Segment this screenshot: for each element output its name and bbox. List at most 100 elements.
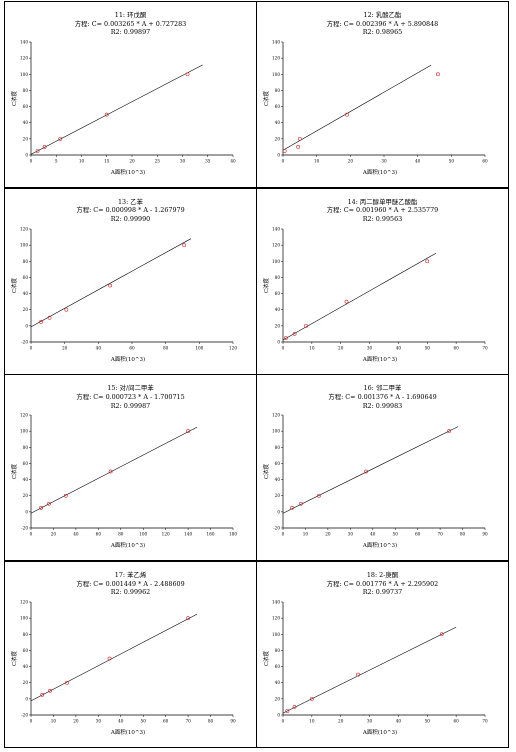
data-point bbox=[447, 429, 451, 434]
chart-title: 12: 乳酸乙酯 bbox=[363, 11, 402, 19]
y-tick-label: 20 bbox=[275, 696, 281, 701]
y-tick-label: 100 bbox=[20, 429, 28, 434]
chart-r2: R2: 0.99563 bbox=[362, 214, 403, 223]
chart-svg: 0 20 40 60 80 100 120 140 160 180-200204060801001… bbox=[10, 413, 237, 550]
data-point bbox=[296, 145, 301, 149]
x-tick-label: 10 bbox=[303, 532, 309, 537]
chart-title: 14: 丙二醇单甲醚乙酸酯 bbox=[347, 197, 418, 206]
data-point bbox=[435, 72, 440, 77]
data-point bbox=[292, 331, 297, 336]
x-tick-label: 30 bbox=[367, 719, 373, 724]
y-tick-label: 80 bbox=[275, 88, 281, 93]
chart-svg: 0 5 10 15 20 25 30 35 40 0 20 40 60 80 100 120 140 A面积(10… bbox=[10, 40, 236, 177]
y-axis-label: C浓度 bbox=[262, 464, 270, 480]
data-point bbox=[42, 145, 47, 149]
y-tick-label: 0 bbox=[25, 153, 28, 158]
y-tick-label: 20 bbox=[23, 494, 29, 499]
data-point bbox=[309, 697, 314, 701]
x-tick-label: 10 bbox=[309, 719, 315, 724]
fit-line bbox=[30, 427, 198, 514]
x-tick-label: 40 bbox=[370, 532, 376, 537]
y-tick-label: 140 bbox=[20, 40, 28, 45]
y-tick-label: 100 bbox=[272, 632, 280, 637]
data-point bbox=[47, 502, 51, 507]
y-tick-label: 20 bbox=[23, 307, 29, 312]
chart-panel-1: 11: 环戊酮 方程: C= 0.003265 * A + 0.727283 R2:… bbox=[4, 1, 257, 188]
chart-panel-5: 15: 对/间二甲苯 方程: C= 0.000723 * A - 1.700715… bbox=[4, 374, 257, 562]
data-point bbox=[185, 72, 190, 77]
x-tick-label: 20 bbox=[62, 345, 68, 350]
chart-panel-8: 18: 2-庚酮 方程: C= 0.001776 * A + 2.295902 R2… bbox=[256, 561, 509, 749]
y-axis-label: C浓度 bbox=[10, 464, 18, 480]
y-tick-label: 80 bbox=[23, 632, 29, 637]
y-tick-label: 0 bbox=[277, 339, 280, 344]
y-tick-label: 100 bbox=[272, 72, 280, 77]
y-tick-label: 20 bbox=[275, 323, 281, 328]
x-tick-label: 80 bbox=[118, 532, 124, 537]
chart-svg: 0 10 20 30 40 50 60 70 80 90-20020406080100120A面积… bbox=[262, 413, 488, 550]
chart-equation: 方程: C= 0.003265 * A + 0.727283 bbox=[74, 19, 187, 28]
y-tick-label: -20 bbox=[273, 526, 280, 531]
data-point bbox=[186, 616, 191, 621]
chart-title: 11: 环戊酮 bbox=[114, 11, 147, 19]
x-tick-label: 0 bbox=[30, 159, 33, 164]
x-tick-label: 60 bbox=[453, 345, 459, 350]
x-tick-label: 60 bbox=[415, 532, 421, 537]
x-tick-label: 15 bbox=[104, 159, 110, 164]
y-axis-label: C浓度 bbox=[10, 277, 18, 293]
fit-line bbox=[30, 238, 192, 327]
chart-equation: 方程: C= 0.001776 * A + 2.295902 bbox=[326, 579, 439, 588]
chart-r2: R2: 0.99983 bbox=[362, 401, 403, 410]
y-tick-label: 100 bbox=[272, 429, 280, 434]
x-tick-label: 30 bbox=[381, 159, 387, 164]
y-tick-label: 60 bbox=[23, 104, 29, 109]
y-tick-label: 40 bbox=[275, 477, 281, 482]
x-tick-label: 20 bbox=[325, 532, 331, 537]
data-point bbox=[344, 299, 349, 304]
x-tick-label: 35 bbox=[205, 159, 211, 164]
data-point bbox=[297, 136, 302, 141]
data-point bbox=[104, 112, 109, 117]
calibration-chart-grid: 11: 环戊酮 方程: C= 0.003265 * A + 0.727283 R2:… bbox=[4, 1, 510, 749]
x-tick-label: 50 bbox=[141, 719, 147, 724]
chart-equation: 方程: C= 0.000723 * A - 1.700715 bbox=[76, 392, 185, 401]
x-tick-label: 90 bbox=[230, 719, 236, 724]
chart-title: 18: 2-庚酮 bbox=[366, 571, 399, 580]
y-tick-label: -20 bbox=[21, 339, 28, 344]
x-tick-label: 50 bbox=[393, 532, 399, 537]
x-tick-label: 0 bbox=[30, 719, 33, 724]
chart-r2: R2: 0.99990 bbox=[110, 214, 151, 223]
data-point bbox=[292, 705, 297, 709]
x-tick-label: 30 bbox=[367, 345, 373, 350]
data-point bbox=[63, 494, 68, 499]
chart-panel-2: 12: 乳酸乙酯 方程: C= 0.002396 * A + 5.890848 R2… bbox=[256, 1, 509, 188]
x-tick-label: 20 bbox=[129, 159, 135, 164]
y-tick-label: 120 bbox=[272, 616, 280, 621]
x-tick-label: 50 bbox=[425, 719, 431, 724]
y-tick-label: 80 bbox=[275, 648, 281, 653]
data-point bbox=[182, 242, 187, 247]
chart-title: 15: 对/间二甲苯 bbox=[107, 384, 154, 393]
y-tick-label: 40 bbox=[23, 120, 29, 125]
data-point bbox=[65, 680, 69, 685]
x-tick-label: 0 bbox=[30, 532, 33, 537]
data-point bbox=[107, 656, 112, 661]
y-tick-label: 80 bbox=[275, 445, 281, 450]
data-point bbox=[285, 709, 290, 713]
x-tick-label: 80 bbox=[460, 532, 466, 537]
y-tick-label: 0 bbox=[25, 510, 28, 515]
x-tick-label: 0 bbox=[282, 345, 285, 350]
y-axis-label: C浓度 bbox=[262, 90, 270, 106]
x-tick-label: 70 bbox=[437, 532, 443, 537]
data-point bbox=[345, 112, 349, 117]
x-axis-label: A面积(10^3) bbox=[110, 169, 145, 176]
x-tick-label: 180 bbox=[229, 532, 237, 537]
chart-panel-4: 14: 丙二醇单甲醚乙酸酯 方程: C= 0.001960 * A + 2.535… bbox=[256, 187, 509, 375]
y-tick-label: 60 bbox=[23, 461, 29, 466]
y-tick-label: 60 bbox=[275, 104, 281, 109]
y-tick-label: 120 bbox=[20, 600, 28, 605]
y-tick-label: -20 bbox=[21, 713, 28, 718]
data-point bbox=[304, 323, 308, 328]
fit-line bbox=[282, 626, 457, 714]
data-point bbox=[58, 136, 63, 141]
